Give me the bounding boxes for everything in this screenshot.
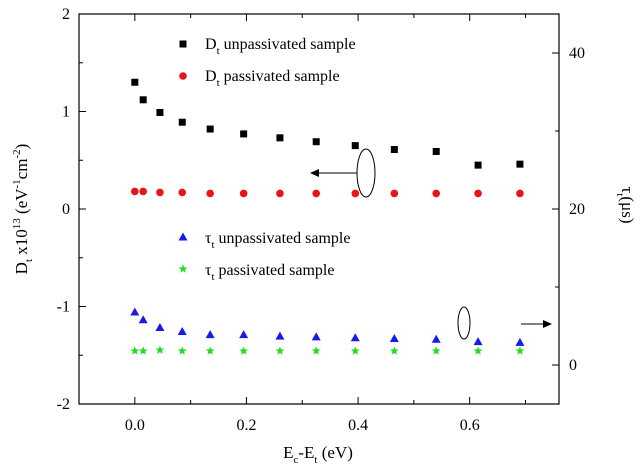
y-right-tick-label: 40 xyxy=(569,45,585,62)
svg-text:Dt passivated sample: Dt passivated sample xyxy=(205,68,340,89)
svg-text:τt passivated sample: τt passivated sample xyxy=(205,262,334,283)
data-point-series-1 xyxy=(239,189,248,198)
legend-symbol: τ xyxy=(205,230,212,247)
data-point-series-0 xyxy=(206,125,214,133)
data-point-series-0 xyxy=(432,147,440,155)
data-point-series-2 xyxy=(350,333,360,342)
legend-marker xyxy=(179,72,187,80)
x-axis-title: Ec-Et (eV) xyxy=(283,443,353,466)
annotation-right-axis-indicator xyxy=(457,306,552,340)
data-point-series-3 xyxy=(275,346,285,355)
data-point-series-0 xyxy=(390,146,398,154)
data-point-series-3 xyxy=(177,346,187,355)
data-point-series-1 xyxy=(156,188,164,197)
legend-marker xyxy=(178,232,188,241)
data-point-series-2 xyxy=(311,332,321,341)
arrow-left-icon xyxy=(310,169,319,177)
legend-entry-tau-unpassivated: τt unpassivated sample xyxy=(178,230,350,251)
legend-marker xyxy=(179,40,187,48)
data-point-series-2 xyxy=(389,333,399,342)
data-point-series-1 xyxy=(474,189,482,198)
data-point-series-3 xyxy=(130,346,140,355)
data-point-series-3 xyxy=(311,346,321,355)
annotation-ellipse xyxy=(356,148,376,198)
data-point-series-3 xyxy=(431,346,441,355)
legend-label: passivated sample xyxy=(224,68,340,85)
data-point-series-1 xyxy=(131,187,139,196)
legend-label: passivated sample xyxy=(219,262,335,279)
legend-symbol: D xyxy=(205,68,217,85)
data-point-series-1 xyxy=(432,189,441,198)
data-point-series-0 xyxy=(131,78,139,86)
svg-text:τt unpassivated sample: τt unpassivated sample xyxy=(205,230,350,251)
data-point-series-2 xyxy=(239,330,249,339)
svg-text:Dt unpassivated sample: Dt unpassivated sample xyxy=(205,36,356,57)
data-point-series-1 xyxy=(139,187,147,196)
legend-entry-dt-unpassivated: Dt unpassivated sample xyxy=(179,36,356,57)
y-left-tick-label: -2 xyxy=(57,396,70,413)
data-point-series-0 xyxy=(240,130,248,138)
data-point-series-0 xyxy=(474,161,482,169)
data-point-series-0 xyxy=(516,160,524,168)
x-tick-label: 0.0 xyxy=(125,417,145,434)
y-right-tick-label: 0 xyxy=(569,357,577,374)
data-point-series-2 xyxy=(155,323,165,332)
legend-symbol: D xyxy=(205,36,217,53)
x-tick-label: 0.6 xyxy=(460,417,480,434)
data-point-series-2 xyxy=(177,326,187,335)
legend-entry-tau-passivated: τt passivated sample xyxy=(178,262,334,283)
y-axis-left-title: Dt x1013 (eV-1cm-2) xyxy=(11,144,35,275)
data-point-series-2 xyxy=(205,330,215,339)
data-point-series-3 xyxy=(350,346,360,355)
x-tick-label: 0.2 xyxy=(236,417,256,434)
y-right-tick-label: 20 xyxy=(569,201,585,218)
data-point-series-1 xyxy=(351,189,360,198)
data-point-series-0 xyxy=(156,108,164,116)
data-point-series-3 xyxy=(239,346,249,355)
legend: Dt unpassivated sample Dt passivated sam… xyxy=(178,36,356,283)
data-point-series-0 xyxy=(139,96,147,104)
data-point-series-3 xyxy=(205,346,215,355)
data-point-series-2 xyxy=(275,331,285,340)
data-point-series-1 xyxy=(516,189,524,198)
y-left-tick-label: -1 xyxy=(57,299,70,316)
arrow-right-icon xyxy=(543,320,552,328)
legend-entry-dt-passivated: Dt passivated sample xyxy=(179,68,340,89)
data-point-series-1 xyxy=(206,189,214,198)
data-point-series-2 xyxy=(431,334,441,343)
y-left-tick-label: 2 xyxy=(62,6,70,23)
y-left-tick-label: 0 xyxy=(62,201,70,218)
data-point-series-2 xyxy=(130,307,140,316)
data-point-series-0 xyxy=(276,134,284,142)
data-point-series-0 xyxy=(351,142,359,150)
legend-label: unpassivated sample xyxy=(219,230,351,247)
data-point-series-2 xyxy=(473,337,483,346)
data-point-series-3 xyxy=(155,345,165,354)
x-tick-label: 0.4 xyxy=(348,417,368,434)
data-point-series-3 xyxy=(138,346,148,355)
marks-layer xyxy=(130,78,525,355)
data-point-series-3 xyxy=(389,346,399,355)
data-point-series-3 xyxy=(473,346,483,355)
annotation-left-axis-indicator xyxy=(310,148,376,198)
y-axis-right-title: τt(μs) xyxy=(614,187,637,224)
data-point-series-1 xyxy=(276,189,284,198)
data-point-series-3 xyxy=(515,346,525,355)
data-point-series-1 xyxy=(390,189,399,198)
legend-symbol: τ xyxy=(205,262,212,279)
legend-marker xyxy=(178,264,188,273)
data-point-series-2 xyxy=(138,315,148,324)
data-point-series-2 xyxy=(515,337,525,346)
legend-label: unpassivated sample xyxy=(224,36,356,53)
data-point-series-0 xyxy=(312,138,320,146)
annotation-ellipse xyxy=(457,306,471,340)
data-point-series-1 xyxy=(312,189,321,198)
data-point-series-0 xyxy=(178,118,186,126)
data-point-series-1 xyxy=(178,188,187,197)
y-left-tick-label: 1 xyxy=(62,104,70,121)
